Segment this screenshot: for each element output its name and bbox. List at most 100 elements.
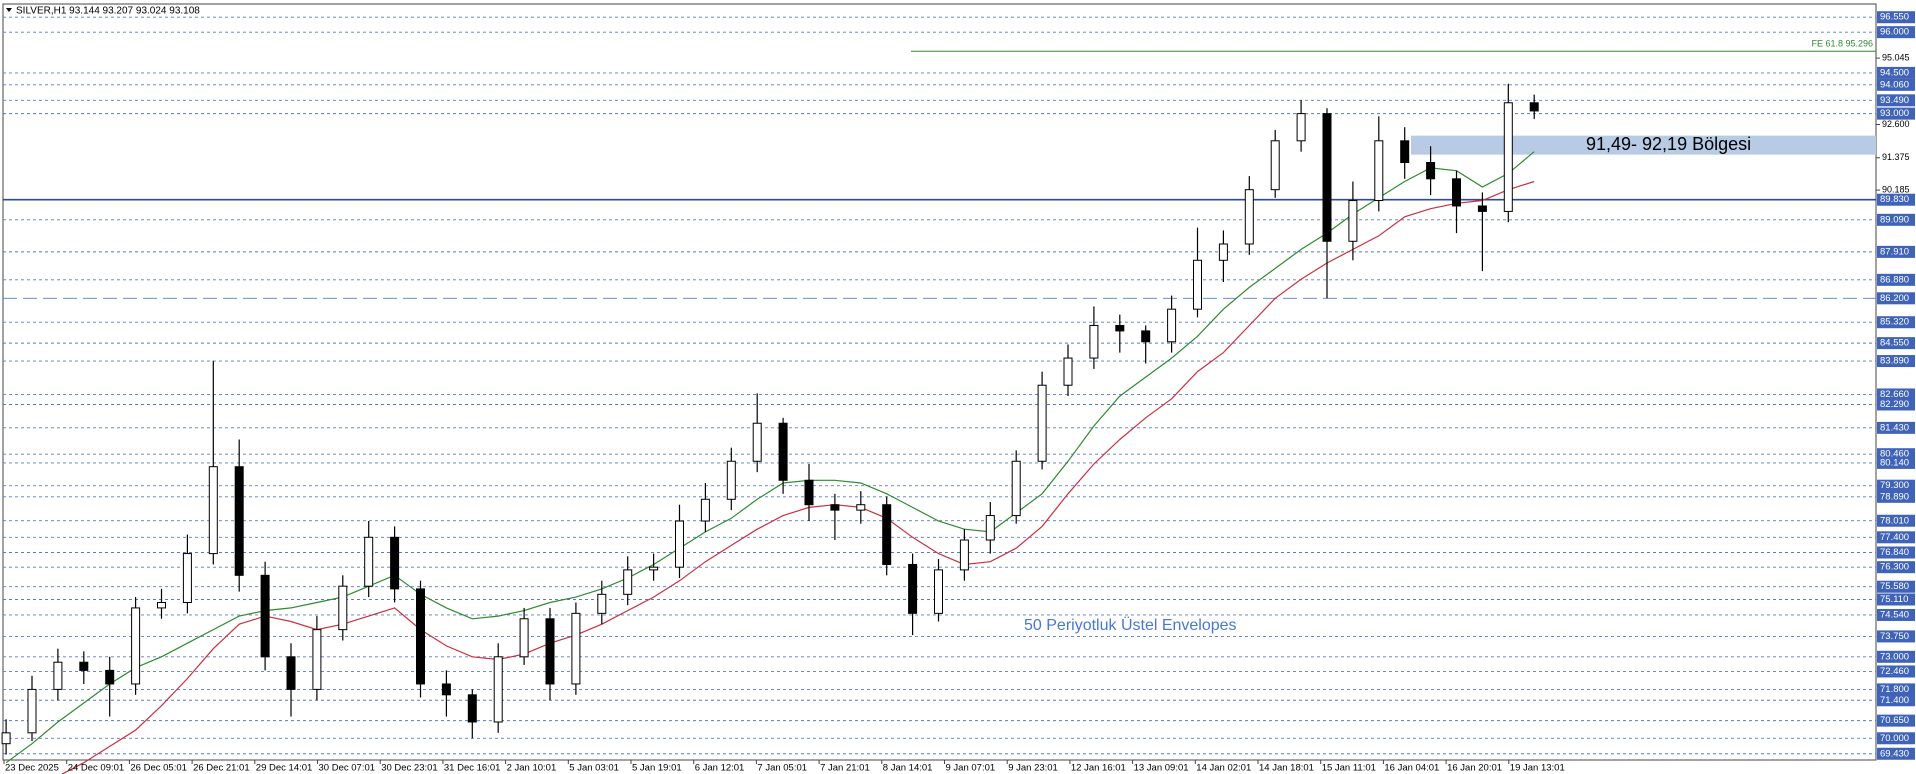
- level-label: 96.550: [1880, 12, 1909, 23]
- candle-body: [675, 520, 684, 568]
- candle-body: [985, 515, 995, 541]
- level-label-bg: [1877, 608, 1915, 621]
- level-label-bg: [1877, 630, 1915, 643]
- candle-body: [53, 661, 63, 690]
- fe-label: FE 61.8 95.296: [1811, 39, 1873, 49]
- level-label-bg: [1877, 456, 1915, 469]
- y-tick-label: 91.375: [1882, 152, 1910, 162]
- candle-body: [934, 569, 943, 614]
- level-label: 94.060: [1880, 79, 1909, 90]
- candle-body: [1244, 189, 1254, 245]
- x-tick-label: 30 Dec 07:01: [319, 763, 376, 774]
- level-label: 73.000: [1880, 651, 1909, 662]
- candle-body: [1063, 357, 1073, 386]
- candle-body: [338, 585, 348, 631]
- level-label-bg: [1877, 714, 1915, 727]
- y-tick-label: 92.600: [1882, 119, 1910, 129]
- candle-body: [1348, 200, 1358, 242]
- candle-body: [1011, 460, 1021, 517]
- candle-body: [623, 569, 633, 595]
- candle-body: [1167, 308, 1177, 343]
- x-tick-label: 14 Jan 02:01: [1196, 763, 1251, 774]
- level-label-bg: [1877, 398, 1915, 411]
- level-label: 76.300: [1880, 562, 1909, 573]
- candle-body: [1374, 140, 1384, 202]
- level-label: 89.090: [1880, 214, 1909, 225]
- candle-body: [1296, 113, 1306, 142]
- level-label: 71.400: [1880, 695, 1909, 706]
- candle-body: [157, 601, 166, 609]
- level-label: 94.500: [1880, 67, 1909, 78]
- level-label-bg: [1877, 337, 1915, 350]
- candle-body: [830, 504, 840, 511]
- level-label: 78.010: [1880, 515, 1909, 526]
- candle-body: [1089, 324, 1099, 359]
- level-label-bg: [1877, 694, 1915, 707]
- candle-body: [1452, 178, 1461, 207]
- level-label: 81.430: [1880, 422, 1909, 433]
- candle-body: [105, 669, 115, 685]
- y-tick-label: 90.185: [1882, 184, 1910, 194]
- candle-body: [1193, 259, 1202, 310]
- candle-body: [804, 479, 814, 506]
- level-label-bg: [1877, 665, 1915, 678]
- x-tick-label: 5 Jan 19:01: [632, 763, 682, 774]
- candle-body: [1477, 205, 1487, 212]
- level-label-bg: [1877, 490, 1915, 503]
- level-label-bg: [1877, 273, 1915, 286]
- level-label: 87.910: [1880, 246, 1909, 257]
- level-label-bg: [1877, 479, 1915, 492]
- level-label: 83.890: [1880, 356, 1909, 367]
- x-tick-label: 7 Jan 21:01: [820, 763, 870, 774]
- x-tick-label: 5 Jan 03:01: [569, 763, 619, 774]
- envelope-line: [60, 180, 1535, 774]
- level-label-bg: [1877, 11, 1915, 24]
- level-label-bg: [1877, 421, 1915, 434]
- level-label: 70.650: [1880, 715, 1909, 726]
- x-tick-label: 16 Jan 20:01: [1447, 763, 1502, 774]
- candle-body: [519, 618, 529, 658]
- candle-body: [545, 618, 555, 685]
- level-label-bg: [1877, 213, 1915, 226]
- level-label-bg: [1877, 78, 1915, 91]
- level-label: 75.580: [1880, 581, 1909, 592]
- candle-body: [959, 539, 969, 571]
- level-label: 85.320: [1880, 317, 1909, 328]
- candle-body: [416, 588, 425, 685]
- level-label: 80.460: [1880, 449, 1909, 460]
- candle-body: [234, 466, 244, 576]
- level-label: 93.490: [1880, 95, 1909, 106]
- level-label: 72.460: [1880, 666, 1909, 677]
- level-label: 74.540: [1880, 609, 1909, 620]
- level-label-bg: [1877, 747, 1915, 760]
- annotation: 50 Periyotluk Üstel Envelopes: [1024, 616, 1237, 634]
- candle-body: [752, 422, 762, 462]
- candle-body: [1115, 324, 1125, 332]
- level-label-bg: [1877, 355, 1915, 368]
- level-label-bg: [1877, 650, 1915, 663]
- candle-body: [726, 460, 736, 500]
- x-tick-label: 19 Jan 13:01: [1510, 763, 1565, 774]
- level-label: 73.750: [1880, 631, 1909, 642]
- plot-frame: [2, 3, 1877, 761]
- level-label-bg: [1877, 245, 1915, 258]
- level-label-bg: [1877, 514, 1915, 527]
- level-label-bg: [1877, 683, 1915, 696]
- candle-body: [908, 563, 918, 614]
- level-label: 82.660: [1880, 389, 1909, 400]
- zone-label: 91,49- 92,19 Bölgesi: [1586, 134, 1751, 154]
- level-label: 80.140: [1880, 457, 1909, 468]
- x-tick-label: 7 Jan 05:01: [757, 763, 807, 774]
- level-label: 69.430: [1880, 748, 1909, 759]
- x-tick-label: 29 Dec 14:01: [256, 763, 313, 774]
- candle-body: [27, 688, 37, 734]
- level-label: 77.400: [1880, 532, 1909, 543]
- x-tick-label: 23 Dec 2025: [5, 763, 59, 774]
- x-tick-label: 9 Jan 23:01: [1008, 763, 1058, 774]
- candle-body: [208, 466, 218, 555]
- menu-arrow[interactable]: [6, 8, 12, 12]
- level-label: 70.000: [1880, 733, 1909, 744]
- level-label-bg: [1877, 26, 1915, 39]
- x-tick-label: 26 Dec 05:01: [130, 763, 187, 774]
